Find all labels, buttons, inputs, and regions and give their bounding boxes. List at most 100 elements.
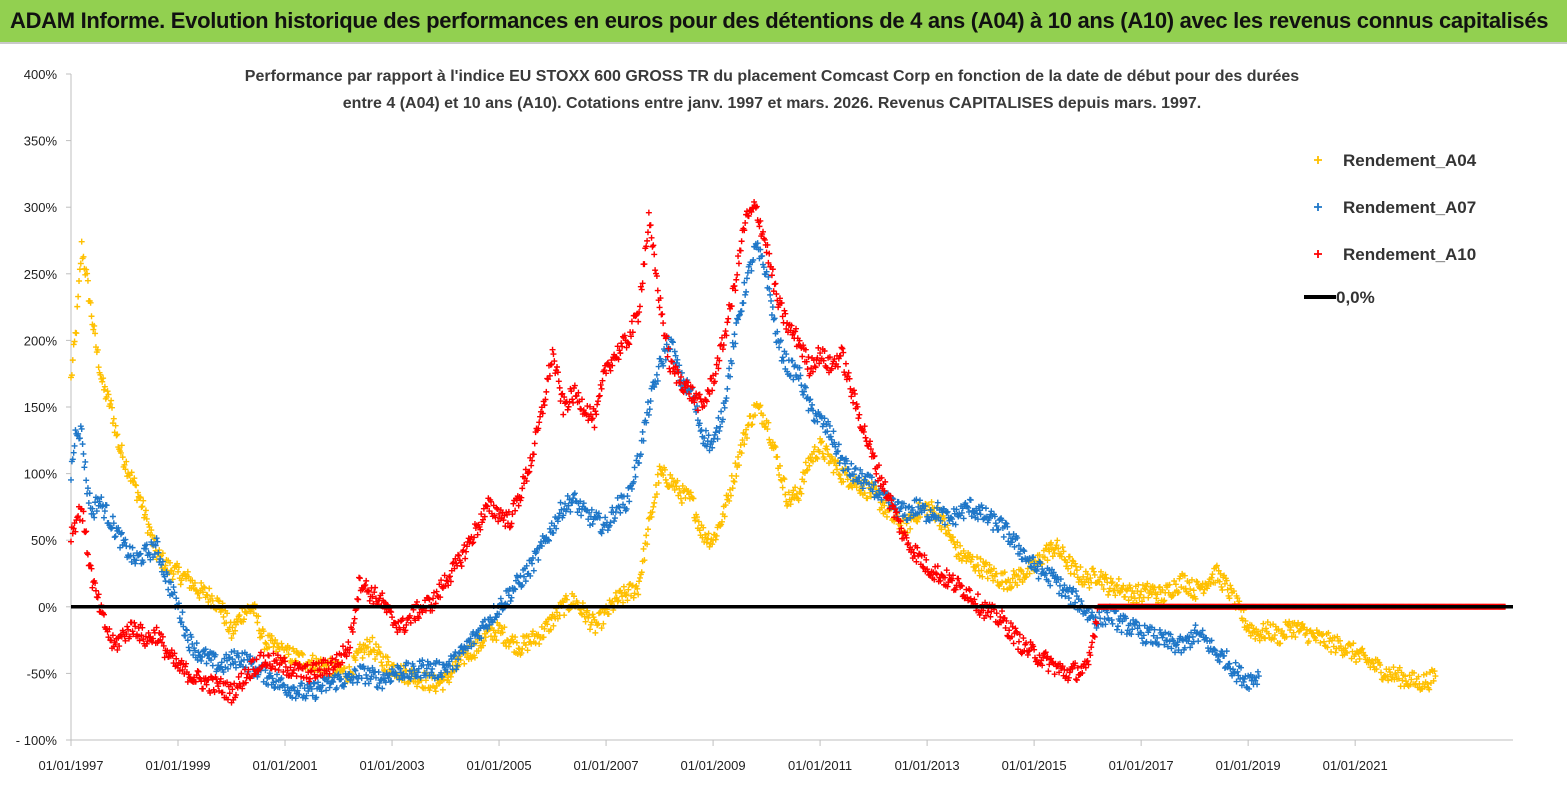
data-point: [389, 666, 396, 673]
data-point: [702, 427, 709, 434]
data-point: [1246, 685, 1253, 692]
data-point: [146, 551, 153, 558]
data-point: [952, 586, 959, 593]
data-point: [1292, 634, 1299, 641]
data-point: [123, 631, 130, 638]
data-point: [352, 657, 359, 664]
data-point: [654, 377, 661, 384]
data-point: [735, 316, 742, 323]
data-point: [100, 386, 107, 393]
data-point: [1090, 568, 1097, 575]
data-point: [228, 635, 235, 642]
data-point: [1065, 565, 1071, 572]
data-point: [463, 548, 470, 555]
data-point: [824, 446, 831, 453]
data-point: [738, 238, 745, 245]
data-point: [851, 465, 858, 472]
data-point: [519, 645, 526, 652]
data-point: [393, 672, 400, 679]
data-point: [1373, 666, 1380, 673]
data-point: [1008, 633, 1015, 640]
data-point: [773, 291, 780, 298]
data-point: [175, 568, 182, 575]
data-point: [1255, 673, 1262, 680]
data-point: [1189, 633, 1196, 640]
data-point: [855, 415, 862, 422]
data-point: [751, 412, 758, 419]
data-point: [82, 529, 89, 536]
data-point: [840, 349, 847, 356]
data-point: [851, 390, 858, 397]
data-point: [1218, 583, 1225, 590]
data-point: [1350, 640, 1357, 647]
data-point: [447, 673, 454, 680]
data-point: [375, 669, 382, 676]
data-point: [1096, 578, 1103, 585]
data-point: [477, 526, 484, 533]
data-point: [991, 513, 998, 520]
data-point: [657, 295, 664, 302]
data-point: [385, 674, 392, 681]
data-point: [1000, 533, 1007, 540]
data-point: [645, 209, 652, 216]
data-point: [244, 671, 251, 678]
data-point: [132, 623, 139, 630]
data-point: [944, 508, 951, 515]
data-point: [1138, 588, 1145, 595]
data-point: [209, 597, 216, 604]
data-point: [1139, 582, 1146, 589]
data-point: [403, 621, 410, 628]
data-point: [73, 330, 80, 337]
data-point: [285, 651, 292, 658]
data-point: [494, 506, 501, 513]
data-point: [618, 340, 625, 347]
data-point: [1161, 597, 1168, 604]
data-point: [1041, 650, 1048, 657]
data-point: [811, 363, 818, 370]
data-point: [94, 346, 101, 353]
data-point: [530, 567, 537, 574]
data-point: [595, 393, 602, 400]
data-point: [628, 318, 635, 325]
data-point: [1087, 652, 1094, 659]
data-point: [95, 591, 102, 598]
data-point: [71, 442, 78, 449]
data-point: [1252, 635, 1259, 642]
data-point: [1023, 573, 1030, 580]
data-point: [82, 458, 89, 465]
data-point: [748, 208, 755, 215]
data-point: [375, 644, 382, 651]
data-point: [232, 659, 239, 666]
data-point: [255, 613, 262, 620]
data-point: [225, 628, 232, 635]
data-point: [1259, 627, 1266, 634]
data-point: [387, 678, 394, 685]
data-point: [192, 678, 199, 685]
data-point: [845, 369, 852, 376]
data-point: [901, 512, 908, 519]
data-point: [389, 614, 396, 621]
data-point: [209, 662, 216, 669]
data-point: [532, 640, 539, 647]
data-point: [1087, 575, 1094, 582]
data-point: [1069, 588, 1076, 595]
data-point: [569, 499, 576, 506]
data-point: [1054, 537, 1061, 544]
data-point: [1006, 627, 1013, 634]
data-point: [110, 520, 117, 527]
data-point: [677, 382, 684, 389]
data-point: [814, 418, 821, 425]
data-point: [860, 428, 867, 435]
data-point: [529, 457, 536, 464]
data-point: [1137, 591, 1144, 598]
data-point: [258, 633, 265, 640]
data-point: [469, 540, 476, 547]
data-point: [1208, 637, 1215, 644]
data-point: [168, 647, 175, 654]
data-point: [78, 238, 85, 245]
data-point: [636, 578, 643, 585]
data-point: [565, 502, 572, 509]
data-point: [647, 398, 654, 405]
data-point: [113, 432, 120, 439]
data-point: [694, 403, 701, 410]
